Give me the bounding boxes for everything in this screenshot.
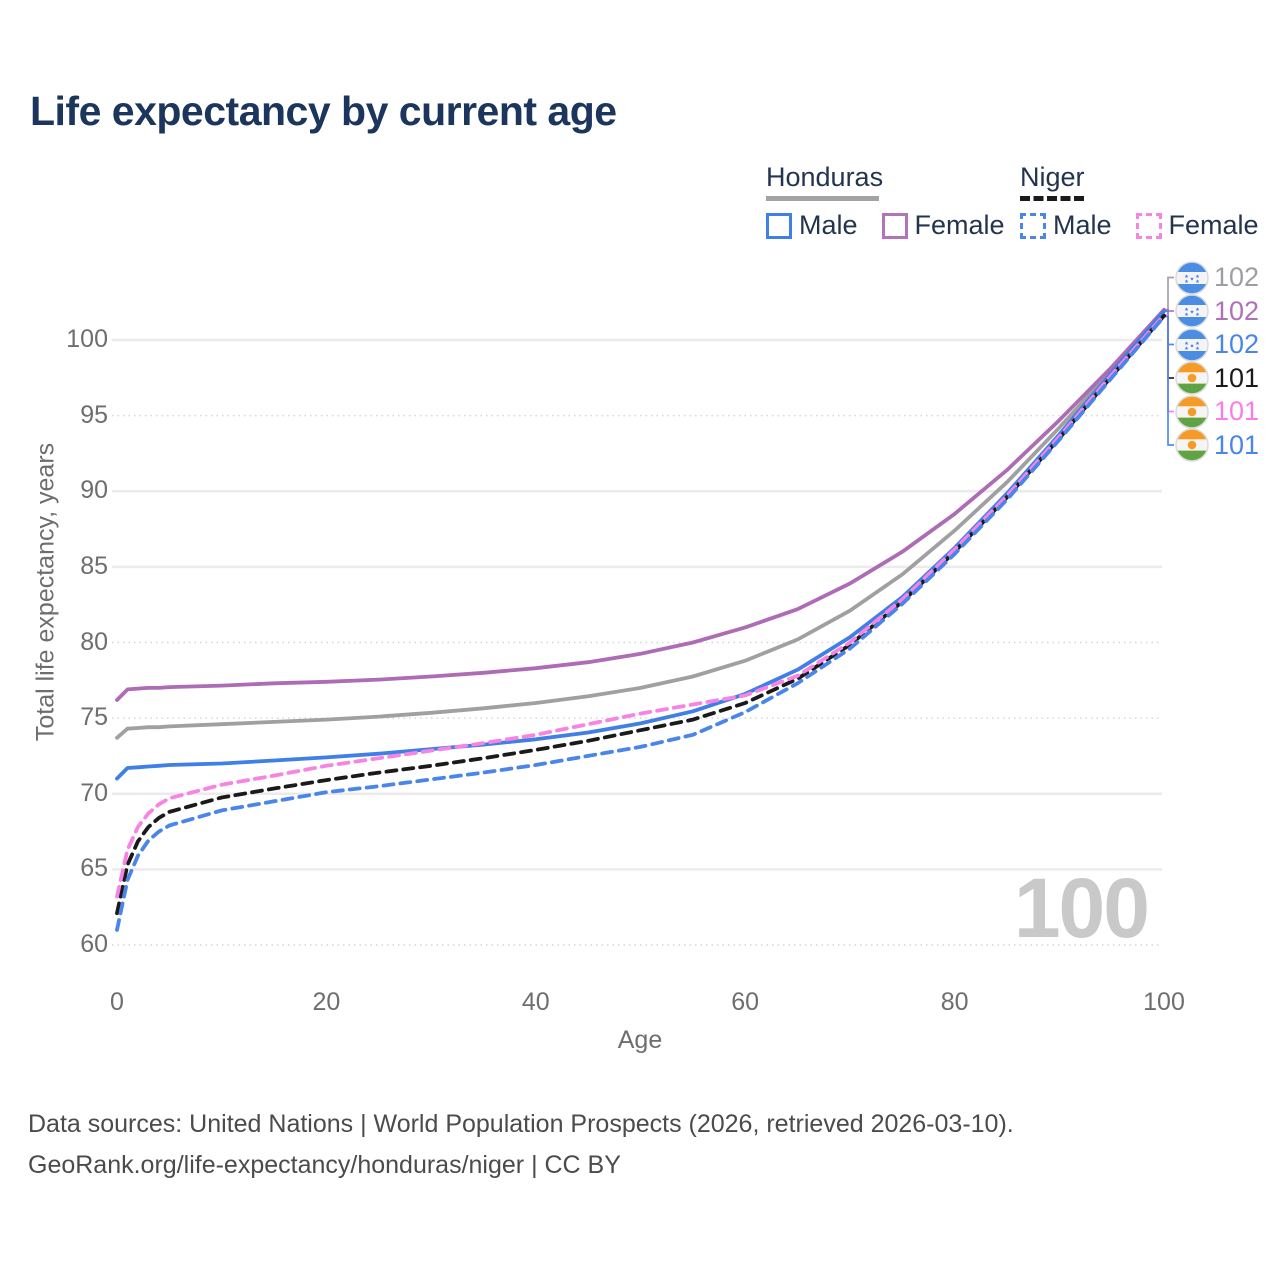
legend-group-niger: Niger Male Female — [1020, 162, 1259, 241]
y-tick-90: 90 — [80, 476, 108, 505]
svg-text:★: ★ — [1184, 312, 1189, 318]
legend-label: Male — [1053, 210, 1112, 240]
legend-item-honduras-female[interactable]: Female — [881, 210, 1005, 241]
legend-label: Female — [1168, 210, 1259, 240]
x-tick-40: 40 — [521, 988, 550, 1016]
series-end-label-row: ★ ★ ★ ★ ★ 102 — [1175, 294, 1259, 328]
legend-item-honduras-male[interactable]: Male — [766, 210, 858, 241]
legend-country-niger: Niger — [1020, 162, 1085, 192]
series-end-value: 102 — [1214, 329, 1260, 359]
legend-country-honduras: Honduras — [766, 162, 884, 192]
legend-label: Male — [799, 210, 858, 240]
series-line-niger-female — [115, 313, 1166, 899]
leader-line — [1164, 308, 1174, 312]
legend-item-niger-female[interactable]: Female — [1135, 210, 1259, 241]
svg-text:★: ★ — [1195, 274, 1200, 280]
svg-text:★: ★ — [1195, 279, 1200, 285]
leader-line — [1164, 314, 1174, 379]
y-tick-70: 70 — [80, 778, 108, 807]
leader-line — [1164, 315, 1174, 446]
honduras-flag-icon: ★ ★★★ ★ — [1175, 294, 1209, 328]
series-line-niger-male — [115, 314, 1166, 932]
series-end-label-row: 101 — [1175, 394, 1260, 429]
y-tick-60: 60 — [80, 930, 108, 958]
series-end-label-row: ★ ★ ★ ★ ★ 102 — [1175, 260, 1260, 295]
series-end-label-row: 101 — [1175, 428, 1259, 462]
svg-text:★: ★ — [1195, 312, 1200, 318]
legend-item-niger-male[interactable]: Male — [1020, 210, 1112, 241]
niger-flag-icon — [1175, 394, 1209, 429]
series-end-value: 101 — [1214, 429, 1260, 460]
niger-flag-icon — [1175, 361, 1209, 395]
series-line-honduras-male — [115, 309, 1166, 781]
series-end-label-row: ★ ★ ★ ★ ★ 102 — [1175, 327, 1260, 362]
y-tick-85: 85 — [80, 551, 108, 580]
svg-text:★: ★ — [1184, 274, 1189, 280]
legend-group-honduras: Honduras Male Female — [766, 162, 1005, 241]
honduras-flag-icon: ★ ★★★ ★ — [1175, 260, 1209, 295]
svg-text:★: ★ — [1195, 346, 1200, 352]
series-end-label-row: 101 — [1175, 361, 1259, 395]
y-tick-75: 75 — [80, 703, 108, 732]
leader-line — [1164, 314, 1174, 413]
x-tick-20: 20 — [312, 988, 341, 1016]
niger-female-checkbox[interactable] — [1135, 212, 1162, 239]
leader-line — [1164, 276, 1174, 312]
honduras-solid-line-swatch — [766, 196, 879, 201]
svg-text:★: ★ — [1195, 307, 1200, 313]
series-end-value: 101 — [1214, 362, 1260, 393]
footer: Data sources: United Nations | World Pop… — [28, 1104, 1014, 1186]
niger-flag-icon — [1175, 428, 1209, 462]
series-end-value: 101 — [1214, 396, 1260, 426]
y-tick-95: 95 — [80, 400, 108, 429]
svg-text:★: ★ — [1184, 346, 1189, 352]
footer-data-sources: Data sources: United Nations | World Pop… — [28, 1110, 1014, 1138]
legend-label: Female — [914, 210, 1005, 240]
svg-text:★: ★ — [1184, 307, 1189, 313]
series-line-niger-both-sexes — [115, 313, 1166, 916]
honduras-flag-icon: ★ ★★★ ★ — [1175, 327, 1209, 362]
series-line-honduras-both-sexes — [115, 308, 1166, 740]
footer-attribution: GeoRank.org/life-expectancy/honduras/nig… — [28, 1151, 621, 1179]
series-end-value: 102 — [1214, 295, 1260, 326]
honduras-male-checkbox[interactable] — [766, 212, 792, 239]
x-tick-60: 60 — [731, 988, 760, 1016]
y-tick-80: 80 — [80, 627, 108, 656]
svg-text:★: ★ — [1190, 310, 1195, 316]
niger-dashed-line-swatch — [1020, 196, 1084, 201]
y-axis-title: Total life expectancy, years — [31, 442, 60, 742]
x-axis-title: Age — [617, 1026, 663, 1054]
honduras-female-checkbox[interactable] — [881, 212, 908, 239]
page-title: Life expectancy by current age — [30, 88, 617, 134]
svg-text:★: ★ — [1190, 343, 1195, 349]
x-tick-100: 100 — [1143, 988, 1185, 1016]
y-tick-65: 65 — [80, 854, 108, 883]
age-frame-watermark: 100 — [1013, 861, 1150, 955]
x-tick-80: 80 — [940, 988, 969, 1016]
svg-text:★: ★ — [1190, 276, 1195, 282]
x-tick-0: 0 — [110, 988, 124, 1016]
svg-text:★: ★ — [1195, 341, 1200, 347]
series-end-value: 102 — [1214, 262, 1260, 292]
series-line-honduras-female — [115, 307, 1166, 702]
svg-text:★: ★ — [1184, 279, 1189, 285]
y-tick-100: 100 — [66, 325, 108, 353]
svg-text:★: ★ — [1184, 341, 1189, 347]
niger-male-checkbox[interactable] — [1020, 212, 1046, 239]
